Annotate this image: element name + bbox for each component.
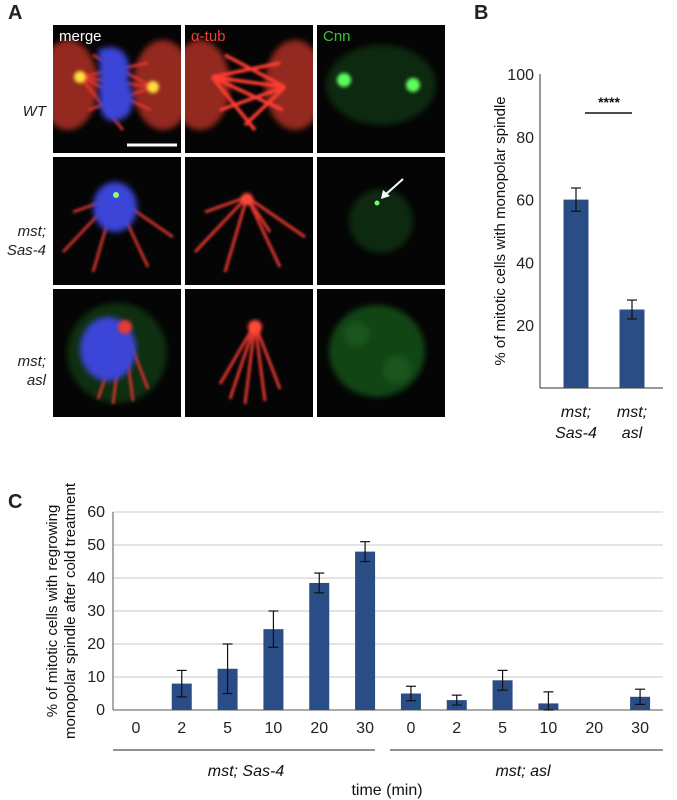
micrograph-sas4-cnn (317, 157, 445, 285)
chart-b-ylabel: % of mitotic cells with monopolar spindl… (492, 96, 509, 365)
panel-label-c: C (8, 491, 23, 513)
chart-c-bar (630, 696, 651, 710)
row-label-mst-asl-line1: mst; (17, 353, 46, 370)
chart-c-xlabel: time (min) (351, 782, 422, 799)
chart-c-xtick-label: 5 (223, 720, 232, 737)
chart-c-xtick-label: 20 (585, 720, 603, 737)
chart-c-group-label: mst; asl (495, 763, 551, 780)
chart-c-ytick-label: 50 (87, 537, 105, 554)
chart-c-ytick-label: 20 (87, 636, 105, 653)
chart-b-ytick-label: 100 (507, 67, 534, 84)
chart-b-bar (619, 309, 645, 388)
micrograph-sas4-tubulin (185, 157, 313, 285)
chart-c-ytick-label: 40 (87, 570, 105, 587)
chart-b-ytick-label: 60 (516, 193, 534, 210)
micrograph-asl-cnn (317, 289, 445, 417)
micrograph-sas4-merge (53, 157, 181, 285)
chart-c-bar (263, 629, 284, 710)
chart-c-xtick-label: 2 (452, 720, 461, 737)
row-label-mst-sas4-line1: mst; (17, 223, 46, 240)
panel-label-b: B (474, 2, 489, 24)
arrow-icon (384, 178, 404, 196)
chart-c-group-label: mst; Sas-4 (208, 763, 285, 780)
chart-c-xtick-label: 20 (310, 720, 328, 737)
micrograph-wt-cnn: Cnn (317, 25, 445, 153)
channel-label-cnn: Cnn (323, 28, 351, 45)
chart-b-bar (563, 199, 589, 388)
row-label-wt-line1: WT (22, 103, 46, 120)
micrograph-wt-merge: merge (53, 25, 181, 153)
chart-b-category-label: mst; (561, 404, 591, 421)
chart-c-bar (492, 680, 513, 710)
chart-b-ytick-label: 40 (516, 255, 534, 272)
chart-c-xtick-label: 0 (406, 720, 415, 737)
row-label-mst-asl: mst; asl (0, 352, 46, 390)
row-label-wt: WT (0, 102, 46, 121)
row-label-mst-sas4-line2: Sas-4 (6, 242, 46, 259)
chart-c-ytick-label: 10 (87, 669, 105, 686)
chart-c-ytick-label: 30 (87, 603, 105, 620)
chart-c-xtick-label: 10 (540, 720, 558, 737)
channel-label-tubulin: α-tub (191, 28, 226, 45)
chart-c-bar (217, 668, 238, 710)
row-label-mst-asl-line2: asl (26, 372, 46, 389)
row-label-mst-sas4: mst; Sas-4 (0, 222, 46, 260)
chart-c-xtick-label: 5 (498, 720, 507, 737)
chart-c-bar (171, 683, 192, 710)
chart-c-xtick-label: 10 (265, 720, 283, 737)
panel-label-a: A (8, 2, 23, 24)
chart-b-category-label: Sas-4 (555, 425, 597, 442)
channel-label-merge: merge (59, 28, 102, 45)
chart-c-xtick-label: 30 (356, 720, 374, 737)
chart-b-ytick-label: 20 (516, 318, 534, 335)
chart-c-xtick-label: 0 (131, 720, 140, 737)
micrograph-asl-merge (53, 289, 181, 417)
micrograph-grid: merge α-tub Cnn (53, 25, 445, 417)
chart-b-significance-label: **** (598, 94, 620, 110)
chart-c-ylabel-line1: % of mitotic cells with regrowing (44, 505, 61, 718)
chart-b-category-label: mst; (617, 404, 647, 421)
chart-c-ytick-label: 0 (96, 702, 105, 719)
chart-c-bar (309, 582, 330, 710)
chart-b-ytick-label: 80 (516, 130, 534, 147)
chart-c-bar (446, 700, 467, 710)
chart-c-xtick-label: 30 (631, 720, 649, 737)
chart-c-bar (538, 703, 559, 710)
micrograph-wt-tubulin: α-tub (185, 25, 313, 153)
chart-c-ylabel-line2: monopolar spindle after cold treatment (62, 482, 79, 739)
chart-c-bar (355, 551, 376, 710)
chart-c-ytick-label: 60 (87, 504, 105, 521)
chart-c-bar (400, 693, 421, 710)
chart-c-xtick-label: 2 (177, 720, 186, 737)
micrograph-asl-tubulin (185, 289, 313, 417)
chart-b-category-label: asl (622, 425, 643, 442)
